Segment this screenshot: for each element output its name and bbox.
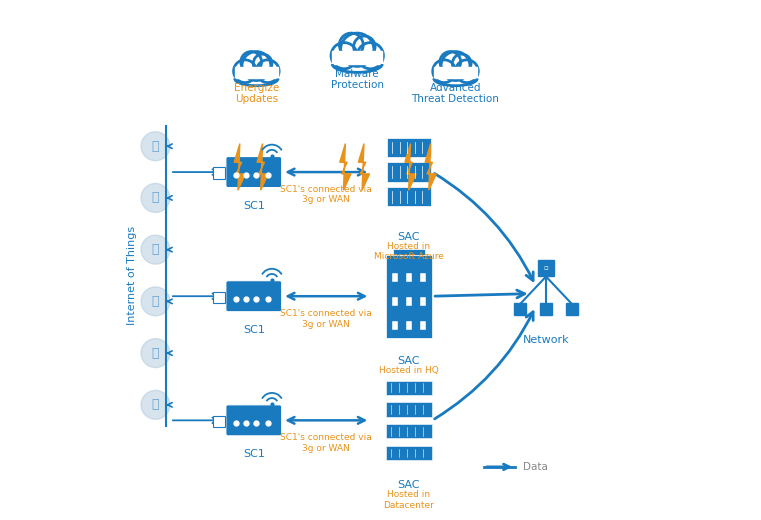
Text: 🏧: 🏧 bbox=[151, 347, 159, 360]
FancyBboxPatch shape bbox=[387, 187, 431, 206]
Text: SC1's connected via
3g or WAN: SC1's connected via 3g or WAN bbox=[280, 309, 372, 329]
FancyBboxPatch shape bbox=[392, 274, 398, 282]
Text: 📷: 📷 bbox=[151, 243, 159, 256]
FancyBboxPatch shape bbox=[406, 297, 412, 306]
Circle shape bbox=[240, 51, 262, 72]
FancyBboxPatch shape bbox=[213, 415, 225, 427]
Text: Malware
Protection: Malware Protection bbox=[331, 69, 384, 90]
Circle shape bbox=[441, 51, 470, 81]
Polygon shape bbox=[257, 144, 268, 190]
FancyBboxPatch shape bbox=[392, 321, 398, 330]
Circle shape bbox=[256, 60, 279, 83]
FancyBboxPatch shape bbox=[406, 321, 412, 330]
Bar bbox=[234, 67, 278, 79]
Text: 🚛: 🚛 bbox=[151, 295, 159, 308]
Text: Internet of Things: Internet of Things bbox=[127, 226, 137, 325]
FancyBboxPatch shape bbox=[226, 281, 282, 311]
FancyBboxPatch shape bbox=[419, 274, 426, 282]
FancyBboxPatch shape bbox=[226, 157, 282, 188]
Bar bbox=[434, 67, 477, 79]
Circle shape bbox=[440, 51, 460, 72]
Text: Hosted in
Datacenter: Hosted in Datacenter bbox=[384, 490, 435, 510]
Circle shape bbox=[357, 43, 384, 69]
Text: Hosted in
Microsoft Azure: Hosted in Microsoft Azure bbox=[374, 242, 444, 261]
Circle shape bbox=[354, 36, 375, 58]
FancyBboxPatch shape bbox=[226, 405, 282, 436]
Text: SC1's connected via
3g or WAN: SC1's connected via 3g or WAN bbox=[280, 185, 372, 204]
Text: Network: Network bbox=[523, 335, 569, 345]
Circle shape bbox=[141, 184, 170, 212]
FancyBboxPatch shape bbox=[387, 138, 431, 158]
Polygon shape bbox=[358, 144, 370, 190]
FancyBboxPatch shape bbox=[386, 255, 432, 337]
Text: SC1's connected via
3g or WAN: SC1's connected via 3g or WAN bbox=[280, 433, 372, 453]
FancyBboxPatch shape bbox=[387, 162, 431, 182]
Circle shape bbox=[242, 51, 271, 81]
Text: SC1: SC1 bbox=[243, 201, 265, 211]
Text: 🛒: 🛒 bbox=[151, 140, 159, 153]
Circle shape bbox=[141, 287, 170, 316]
Text: Hosted in HQ: Hosted in HQ bbox=[379, 366, 439, 375]
Circle shape bbox=[452, 54, 471, 73]
FancyBboxPatch shape bbox=[406, 274, 412, 282]
Circle shape bbox=[141, 132, 170, 161]
Text: Advanced
Threat Detection: Advanced Threat Detection bbox=[412, 83, 499, 104]
FancyBboxPatch shape bbox=[213, 292, 225, 303]
Text: 📞: 📞 bbox=[151, 398, 159, 411]
FancyBboxPatch shape bbox=[419, 297, 426, 306]
FancyBboxPatch shape bbox=[393, 249, 425, 255]
Bar bbox=[333, 51, 382, 64]
Text: Data: Data bbox=[523, 462, 548, 472]
FancyBboxPatch shape bbox=[386, 402, 432, 417]
Circle shape bbox=[456, 60, 478, 83]
Circle shape bbox=[331, 43, 357, 69]
Polygon shape bbox=[234, 144, 245, 190]
Text: 🖨: 🖨 bbox=[151, 191, 159, 204]
Text: SAC: SAC bbox=[398, 231, 420, 242]
FancyBboxPatch shape bbox=[419, 321, 426, 330]
Text: ▫: ▫ bbox=[543, 265, 549, 271]
FancyBboxPatch shape bbox=[386, 424, 432, 438]
FancyBboxPatch shape bbox=[386, 381, 432, 395]
Circle shape bbox=[341, 33, 374, 67]
Circle shape bbox=[433, 60, 456, 83]
Text: Energize
Updates: Energize Updates bbox=[234, 83, 279, 104]
Text: SAC: SAC bbox=[398, 356, 420, 366]
Circle shape bbox=[141, 339, 170, 368]
Circle shape bbox=[339, 33, 363, 57]
FancyBboxPatch shape bbox=[386, 446, 432, 460]
FancyBboxPatch shape bbox=[392, 297, 398, 306]
Circle shape bbox=[234, 60, 256, 83]
Polygon shape bbox=[425, 144, 436, 190]
FancyBboxPatch shape bbox=[213, 167, 225, 179]
Polygon shape bbox=[339, 144, 351, 190]
Circle shape bbox=[253, 54, 272, 73]
Text: SC1: SC1 bbox=[243, 325, 265, 335]
Circle shape bbox=[141, 235, 170, 264]
Text: SAC: SAC bbox=[398, 480, 420, 490]
Circle shape bbox=[141, 391, 170, 419]
Polygon shape bbox=[405, 144, 416, 190]
Text: SC1: SC1 bbox=[243, 449, 265, 459]
